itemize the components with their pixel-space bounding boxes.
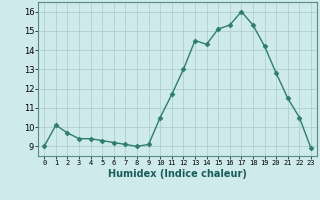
X-axis label: Humidex (Indice chaleur): Humidex (Indice chaleur) — [108, 169, 247, 179]
